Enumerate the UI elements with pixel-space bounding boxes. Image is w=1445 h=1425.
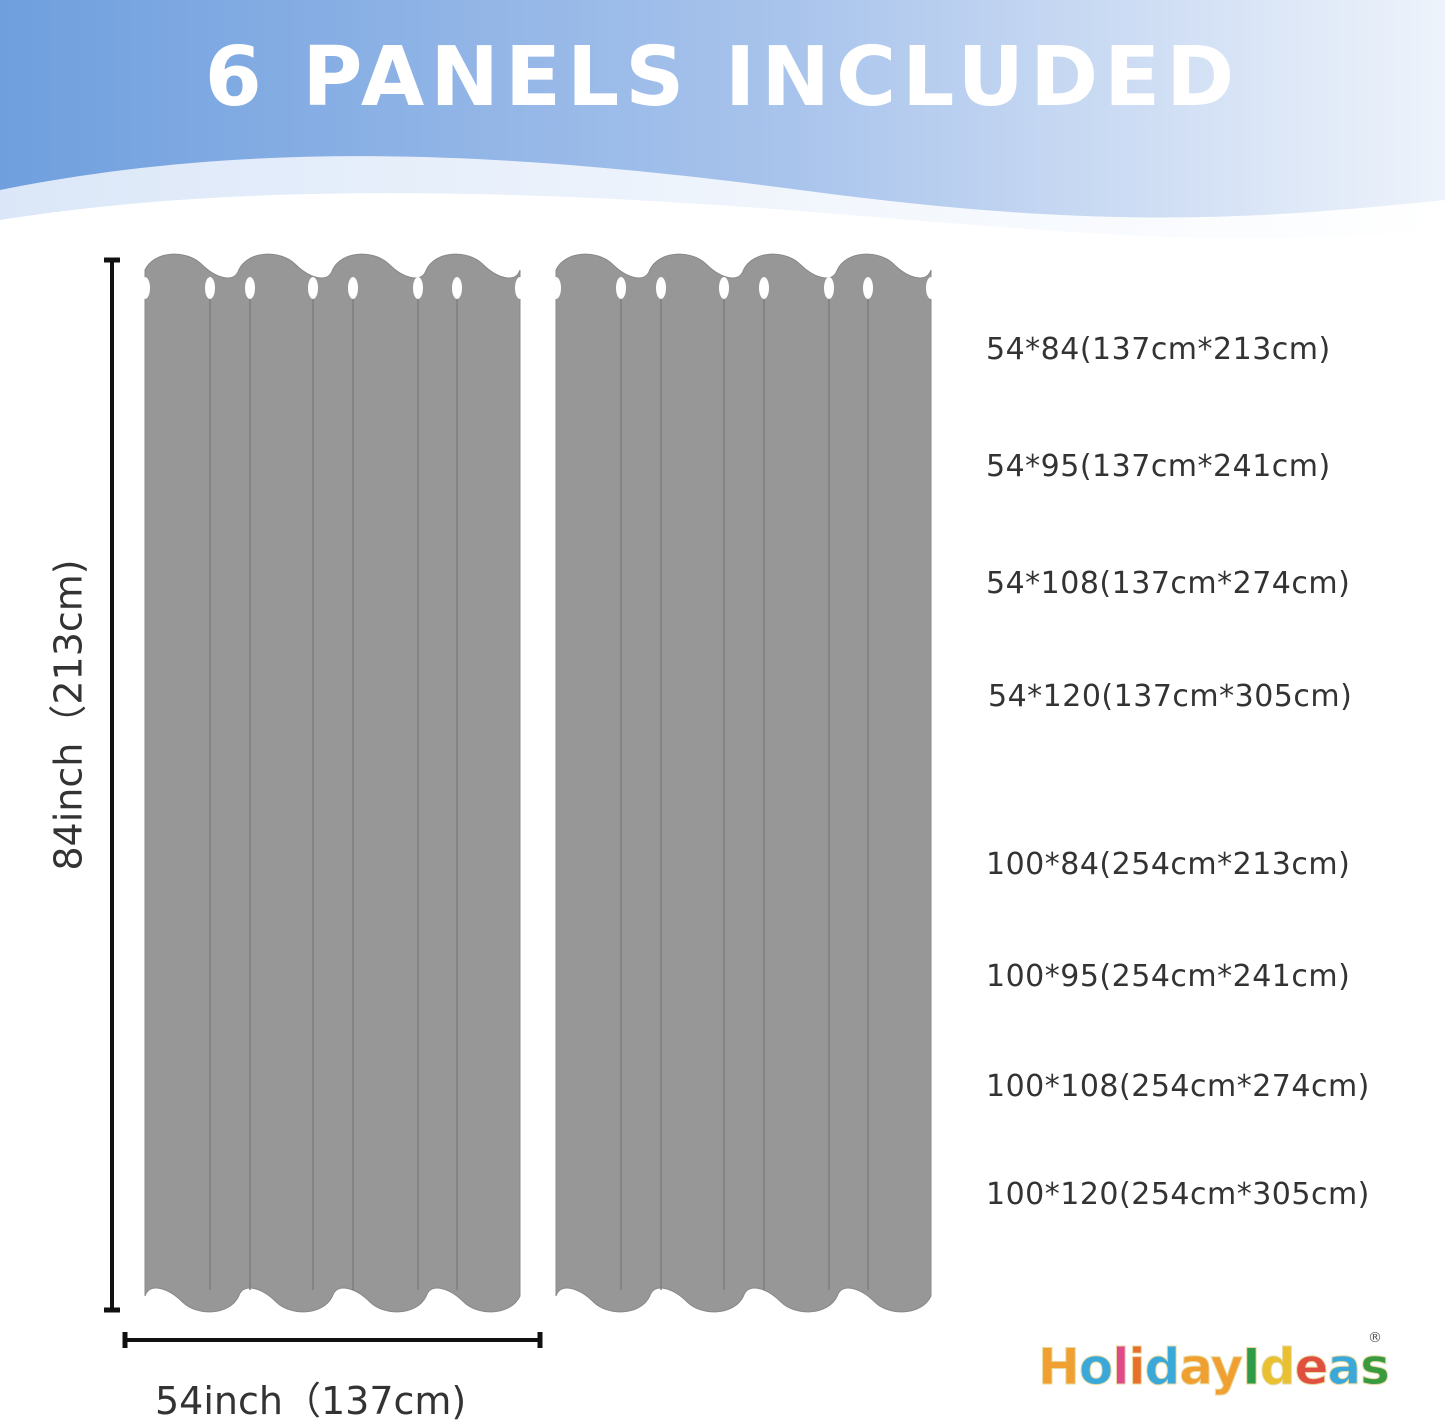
size-option: 54*120(137cm*305cm) — [988, 679, 1353, 714]
grommet — [245, 277, 255, 299]
logo-letter: s — [1360, 1338, 1391, 1397]
curtain-panel — [555, 253, 932, 1313]
grommet — [452, 277, 462, 299]
grommet — [413, 277, 423, 299]
size-option: 54*95(137cm*241cm) — [986, 449, 1331, 484]
grommet — [515, 277, 525, 299]
size-option: 100*84(254cm*213cm) — [986, 847, 1351, 882]
logo-letter: H — [1038, 1338, 1081, 1397]
registered-mark: ® — [1368, 1330, 1382, 1346]
grommet — [205, 277, 215, 299]
grommet — [616, 277, 626, 299]
brand-logo: HolidayIdeas — [1038, 1338, 1391, 1397]
grommet — [824, 277, 834, 299]
logo-letter: a — [1327, 1338, 1362, 1397]
logo-letter: y — [1210, 1338, 1244, 1397]
grommet — [308, 277, 318, 299]
size-option: 54*108(137cm*274cm) — [986, 566, 1351, 601]
grommet — [863, 277, 873, 299]
size-option: 54*84(137cm*213cm) — [986, 332, 1331, 367]
logo-letter: d — [1144, 1338, 1181, 1397]
grommet — [719, 277, 729, 299]
width-dimension-label: 54inch（137cm) — [155, 1379, 467, 1423]
logo-letter: a — [1179, 1338, 1212, 1397]
header-banner — [0, 0, 1445, 260]
grommet — [348, 277, 358, 299]
grommet — [759, 277, 769, 299]
logo-letter: o — [1078, 1338, 1113, 1397]
logo-letter: e — [1294, 1338, 1329, 1397]
logo-letter: I — [1242, 1338, 1262, 1397]
grommet — [551, 277, 561, 299]
size-option: 100*95(254cm*241cm) — [986, 959, 1351, 994]
grommet — [656, 277, 666, 299]
grommet — [926, 277, 936, 299]
logo-letter: d — [1259, 1338, 1296, 1397]
grommet — [140, 277, 150, 299]
logo-letter: l — [1112, 1338, 1130, 1397]
curtain-panel — [144, 253, 521, 1313]
size-option: 100*108(254cm*274cm) — [986, 1069, 1370, 1104]
logo-letter: i — [1128, 1338, 1146, 1397]
height-dimension-label: 84inch（213cm) — [46, 559, 91, 871]
page-title: 6 PANELS INCLUDED — [204, 30, 1241, 125]
size-option: 100*120(254cm*305cm) — [986, 1177, 1370, 1212]
